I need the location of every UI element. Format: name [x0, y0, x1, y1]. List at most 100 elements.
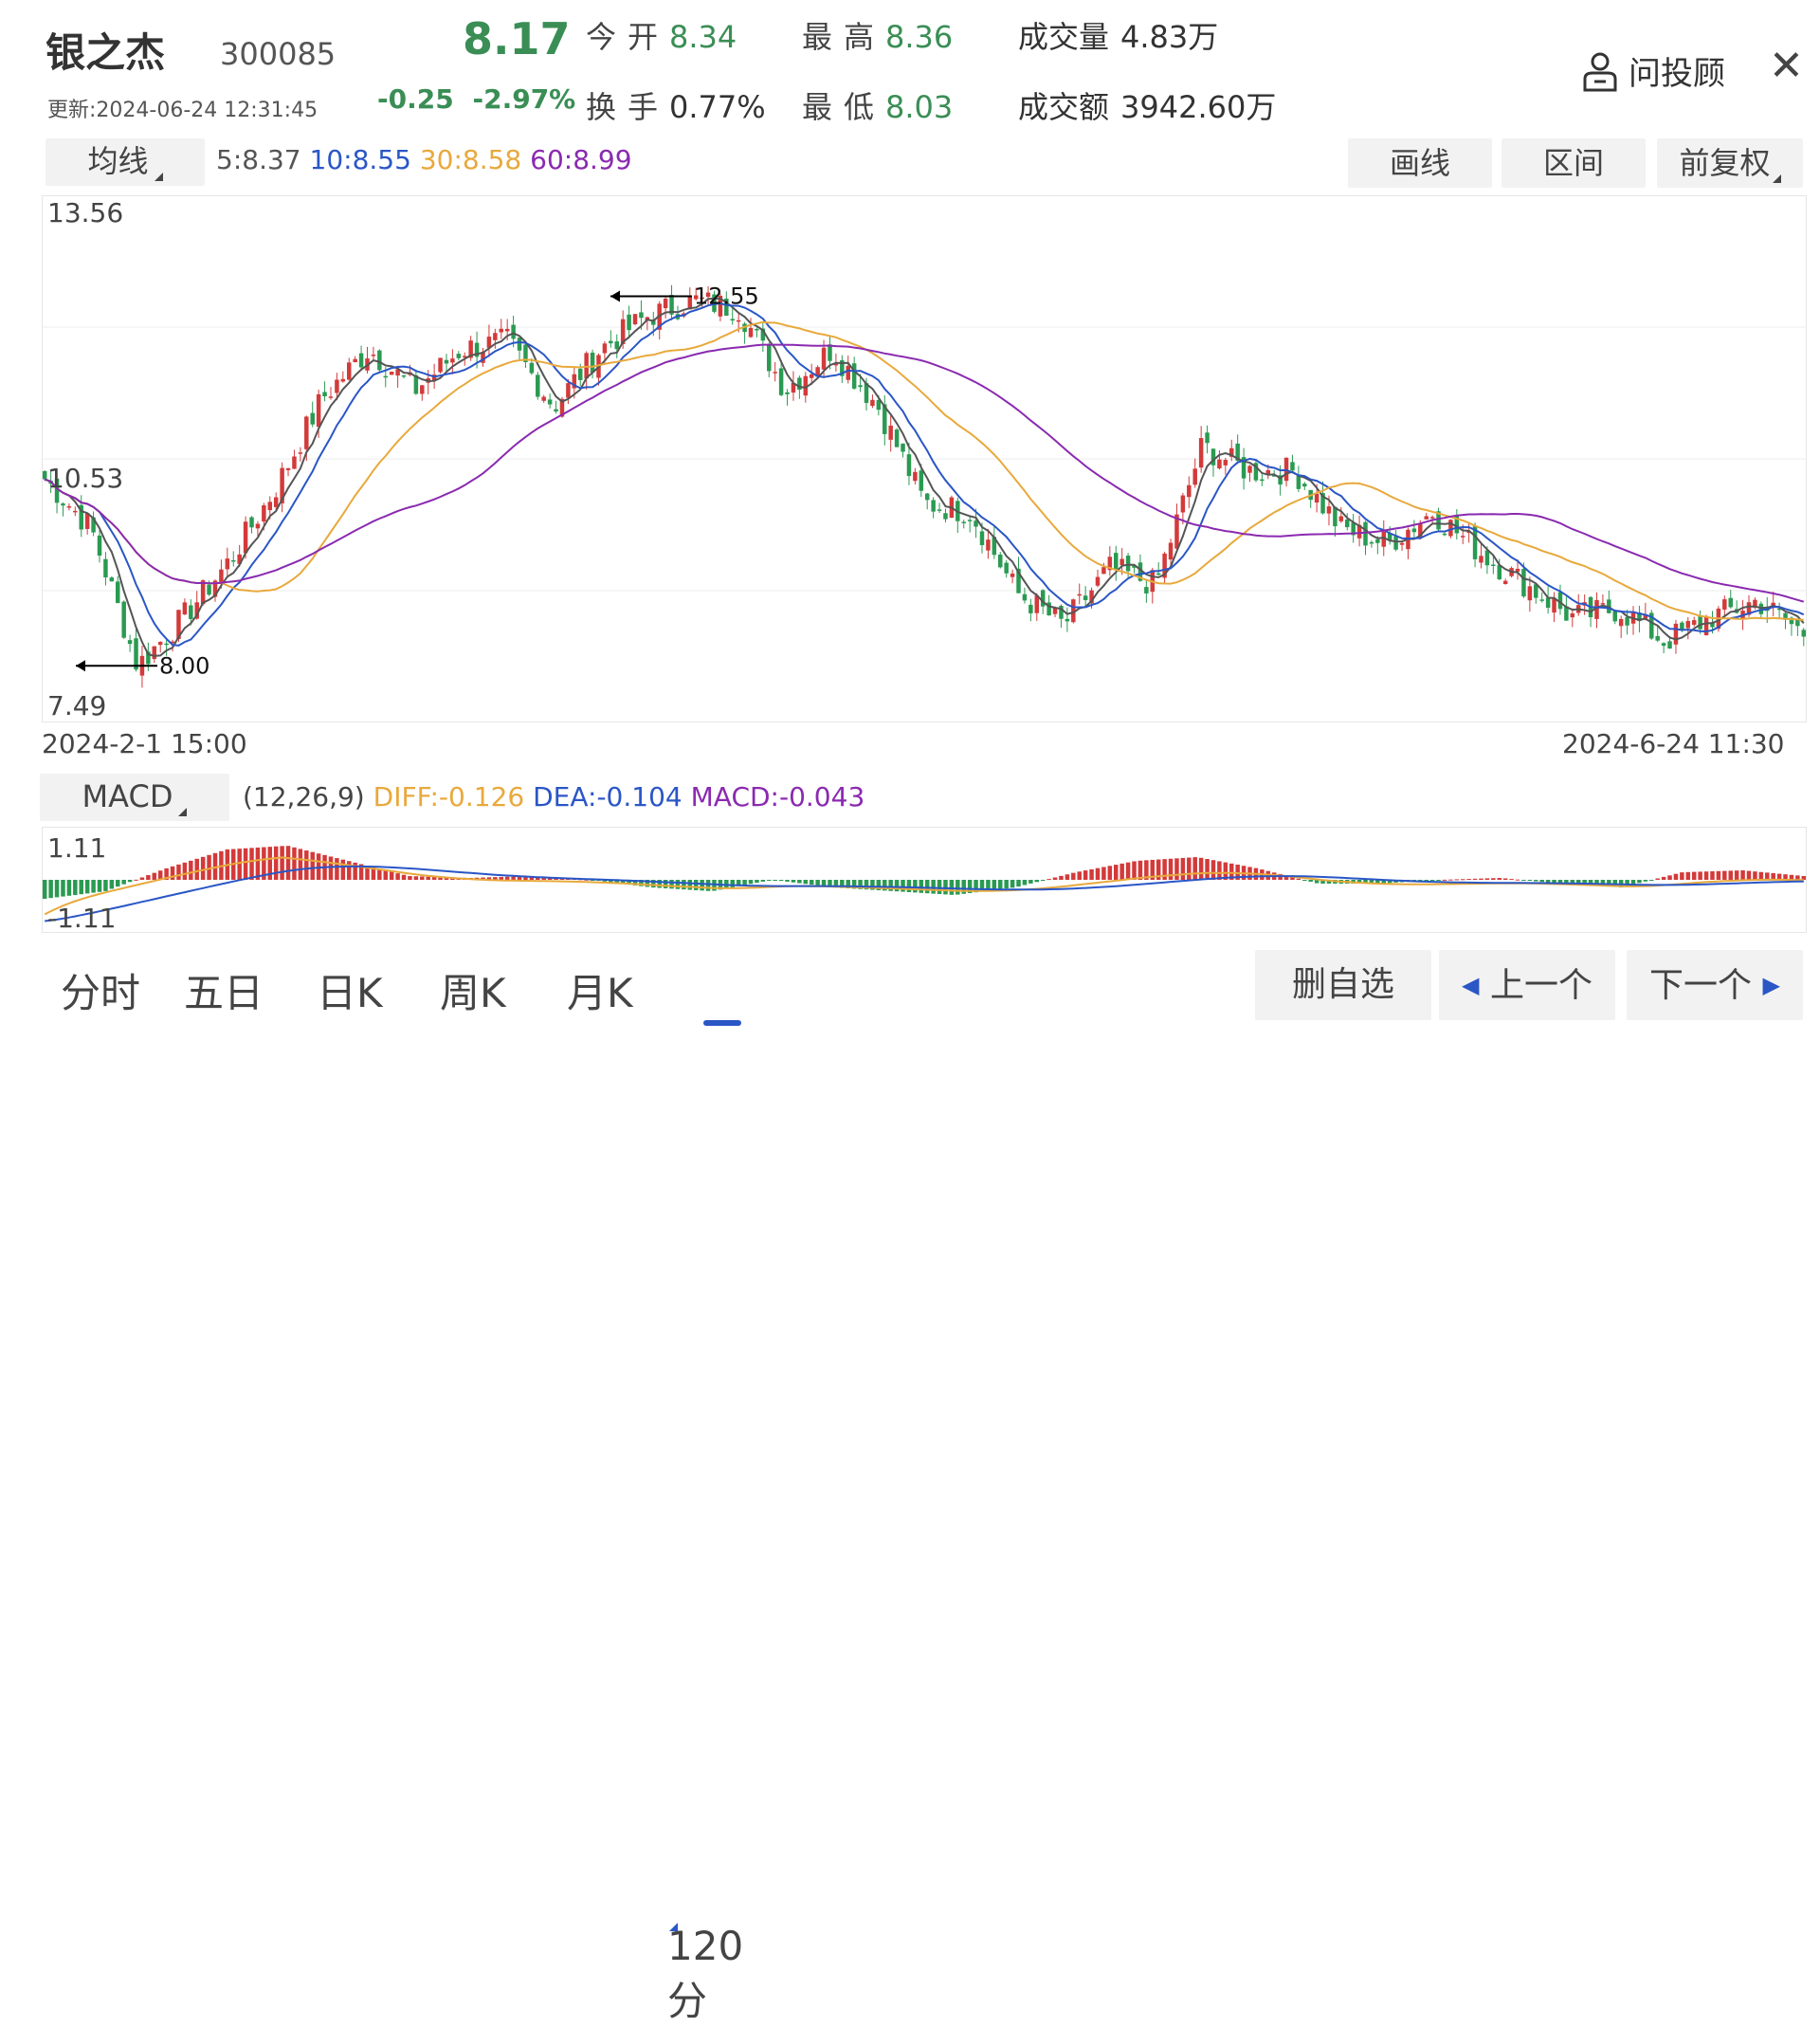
macd-bar — [1716, 870, 1721, 880]
tab-daily[interactable]: 日K — [317, 970, 383, 1016]
macd-bar — [1575, 880, 1581, 886]
candle-body — [894, 429, 900, 447]
macd-bar — [1564, 880, 1569, 885]
macd-bar — [956, 880, 960, 895]
macd-bar — [189, 860, 193, 880]
candle-body — [602, 343, 608, 354]
candle-body — [1302, 484, 1307, 487]
candle-body — [1260, 479, 1265, 482]
candle-body — [1107, 557, 1113, 571]
next-stock-button[interactable]: 下一个 ▶ — [1627, 950, 1803, 1020]
macd-bar — [127, 880, 133, 883]
candle-body — [371, 354, 376, 356]
candle-body — [1789, 617, 1794, 625]
candle-body — [566, 383, 571, 398]
macd-bar — [682, 880, 686, 890]
macd-bar — [1771, 872, 1775, 880]
macd-y-min: -1.11 — [47, 903, 117, 934]
macd-bar — [152, 872, 157, 880]
candle-body — [1156, 573, 1161, 575]
candle-body — [1552, 597, 1556, 613]
candle-body — [73, 510, 78, 513]
prev-stock-button[interactable]: ◀ 上一个 — [1439, 950, 1615, 1020]
candle-body — [97, 535, 102, 557]
macd-bar — [1217, 861, 1222, 880]
tab-five-day[interactable]: 五日 — [184, 970, 264, 1016]
dropdown-icon — [1772, 174, 1781, 183]
candle-body — [468, 340, 473, 358]
candle-body — [1290, 462, 1295, 471]
chevron-right-icon: ▶ — [1762, 972, 1780, 998]
tab-weekly[interactable]: 周K — [440, 970, 506, 1016]
macd-bar — [1722, 870, 1727, 880]
macd-bar — [1698, 871, 1702, 880]
macd-bar — [292, 847, 297, 880]
candle-body — [1534, 584, 1538, 598]
candle-body — [1247, 466, 1252, 473]
macd-bar — [687, 880, 693, 890]
kline-chart[interactable]: 12.55 8.00 — [42, 195, 1807, 722]
macd-bar — [1156, 859, 1161, 880]
candle-body — [1424, 516, 1429, 520]
macd-bar — [1016, 880, 1021, 887]
candle-body — [1448, 520, 1453, 537]
candle-body — [1320, 493, 1325, 514]
remove-watchlist-button[interactable]: 删自选 — [1255, 950, 1431, 1020]
macd-bar — [1132, 861, 1137, 880]
macd-bar — [273, 846, 279, 880]
macd-bar — [358, 864, 364, 880]
macd-bar — [1059, 875, 1064, 880]
macd-bar — [986, 880, 991, 891]
tab-minute[interactable]: 分时 — [61, 970, 141, 1016]
macd-bar — [1424, 880, 1429, 881]
macd-bar — [1387, 880, 1392, 884]
macd-bar — [609, 880, 613, 883]
ma30-value: 30:8.58 — [419, 144, 522, 175]
candle-body — [353, 358, 357, 363]
stock-name: 银之杰 — [46, 29, 166, 76]
candle-body — [1119, 558, 1124, 566]
candle-body — [1502, 580, 1508, 585]
candle-body — [639, 312, 644, 319]
range-button[interactable]: 区间 — [1502, 138, 1646, 188]
macd-chart[interactable] — [42, 827, 1807, 933]
candle-body — [1028, 604, 1033, 613]
amount-label: 成交额 — [1018, 89, 1110, 125]
candle-body — [42, 470, 47, 480]
macd-bar — [1326, 880, 1332, 884]
macd-bar — [48, 880, 53, 899]
macd-bar — [1198, 857, 1204, 880]
draw-line-button[interactable]: 画线 — [1348, 138, 1492, 188]
macd-bar — [1187, 857, 1192, 880]
candle-body — [1612, 611, 1617, 622]
macd-bar — [1180, 857, 1186, 880]
macd-bar — [797, 880, 802, 884]
macd-bar — [1046, 879, 1051, 881]
ma-selector[interactable]: 均线 — [46, 138, 205, 186]
tab-monthly[interactable]: 月K — [567, 970, 633, 1016]
macd-bar — [870, 880, 875, 890]
macd-bar — [1454, 879, 1460, 881]
close-icon[interactable]: ✕ — [1769, 42, 1804, 90]
advisor-button[interactable]: 问投顾 — [1581, 47, 1725, 94]
candle-body — [1387, 532, 1392, 540]
macd-bar — [614, 880, 620, 884]
candle-body — [91, 517, 96, 533]
candle-body — [851, 363, 857, 389]
candle-body — [1351, 522, 1356, 536]
candle-body — [883, 404, 887, 434]
candle-body — [730, 319, 735, 321]
macd-bar — [1314, 880, 1320, 884]
macd-selector-label: MACD — [82, 778, 173, 814]
macd-selector[interactable]: MACD — [40, 774, 229, 821]
candle-body — [170, 641, 175, 644]
macd-bar — [645, 880, 650, 887]
macd-bar — [1071, 872, 1076, 880]
ma5-line — [44, 297, 1805, 657]
macd-bar — [858, 880, 863, 889]
candle-body — [267, 502, 273, 511]
macd-bar — [974, 880, 978, 893]
macd-bar — [620, 880, 626, 885]
adjust-button[interactable]: 前复权 — [1657, 138, 1803, 188]
stock-code: 300085 — [220, 36, 337, 72]
